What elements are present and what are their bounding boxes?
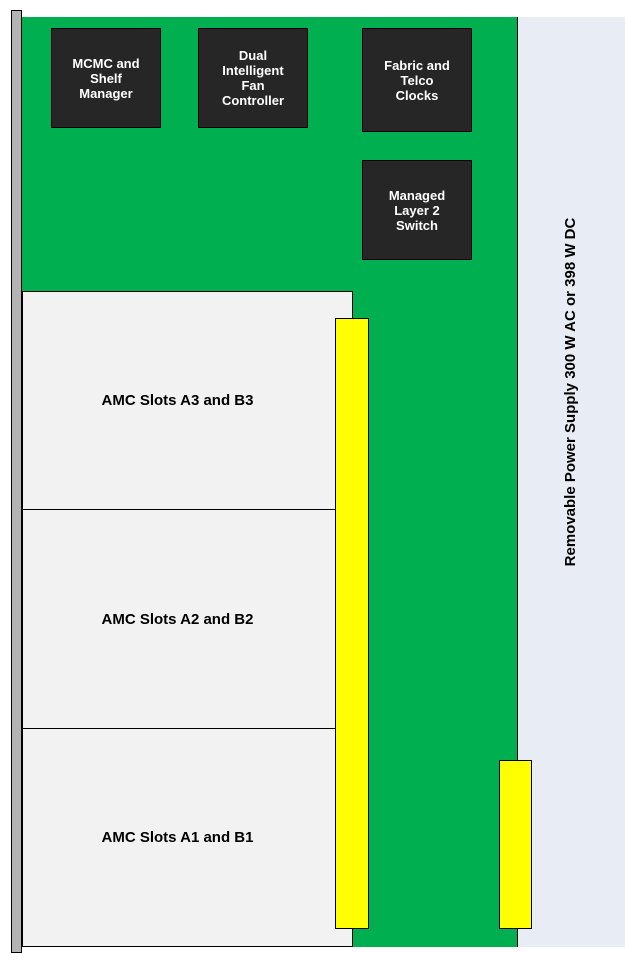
managed-switch-chip: Managed Layer 2 Switch xyxy=(362,160,472,260)
power-supply xyxy=(517,17,625,947)
psu-connector xyxy=(499,760,532,929)
slot-label: AMC Slots A1 and B1 xyxy=(101,829,254,846)
amc-slot-a2-b2: AMC Slots A2 and B2 xyxy=(22,509,353,729)
fabric-telco-clocks-chip: Fabric and Telco Clocks xyxy=(362,28,472,132)
slot-label: AMC Slots A3 and B3 xyxy=(101,392,254,409)
power-supply-label: Removable Power Supply 300 W AC or 398 W… xyxy=(562,217,579,567)
fan-controller-chip: Dual Intelligent Fan Controller xyxy=(198,28,308,128)
slot-label: AMC Slots A2 and B2 xyxy=(101,610,254,628)
amc-connector xyxy=(335,318,369,929)
mcmc-shelf-manager-chip: MCMC and Shelf Manager xyxy=(51,28,161,128)
amc-slot-a1-b1: AMC Slots A1 and B1 xyxy=(22,728,353,947)
amc-slot-a3-b3: AMC Slots A3 and B3 xyxy=(22,291,353,510)
base-line xyxy=(22,946,352,947)
left-rail xyxy=(11,10,22,953)
